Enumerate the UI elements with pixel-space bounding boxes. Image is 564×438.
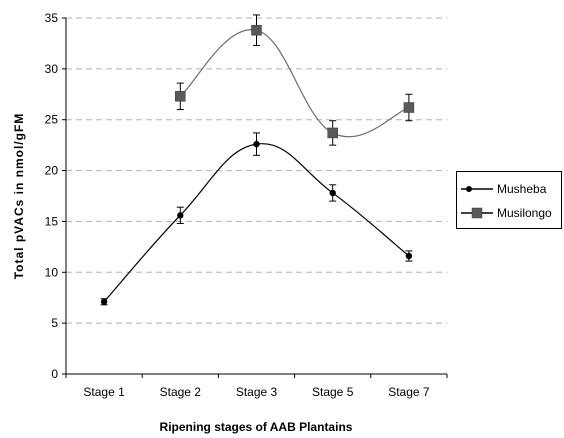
x-tick-label: Stage 5 <box>312 385 354 399</box>
data-point-musheba <box>405 252 413 260</box>
x-tick-label: Stage 3 <box>236 385 278 399</box>
legend-label-musilongo: Musilongo <box>497 206 552 220</box>
series-line-musilongo <box>179 29 410 138</box>
y-axis-label: Total pVACs in nmol/gFM <box>12 113 26 280</box>
x-tick-label: Stage 7 <box>388 385 430 399</box>
series-line-musheba <box>103 143 410 303</box>
series-musheba <box>100 132 413 306</box>
data-point-musheba <box>177 212 184 219</box>
series-layer <box>100 14 415 306</box>
data-point-musheba <box>100 298 108 305</box>
axes <box>65 18 447 375</box>
legend-swatch-musheba <box>461 186 493 192</box>
y-tick-label: 35 <box>45 11 59 25</box>
y-tick-label: 5 <box>51 316 58 330</box>
legend-item-musilongo: Musilongo <box>457 205 561 221</box>
legend-item-musheba: Musheba <box>457 181 561 197</box>
y-tick-label: 10 <box>45 265 59 279</box>
y-ticks: 0 5 10 15 20 25 30 35 <box>45 11 66 381</box>
legend-label-musheba: Musheba <box>497 182 547 196</box>
x-ticks: Stage 1 Stage 2 Stage 3 Stage 5 Stage 7 <box>65 374 448 399</box>
legend: Musheba Musilongo <box>456 171 562 229</box>
data-point-musilongo <box>251 24 262 36</box>
data-point-musheba <box>253 140 260 148</box>
series-musilongo <box>175 14 415 146</box>
x-tick-label: Stage 1 <box>83 385 125 399</box>
x-tick-label: Stage 2 <box>160 385 202 399</box>
y-tick-label: 20 <box>45 164 59 178</box>
y-tick-label: 0 <box>51 367 58 381</box>
x-axis-label: Ripening stages of AAB Plantains <box>160 420 353 434</box>
y-tick-label: 25 <box>45 113 59 127</box>
data-point-musheba <box>329 189 336 197</box>
gridlines <box>66 17 447 324</box>
y-tick-label: 30 <box>45 62 59 76</box>
data-point-musilongo <box>403 102 415 113</box>
y-tick-label: 15 <box>45 214 59 228</box>
data-point-musilongo <box>175 91 186 102</box>
legend-swatch-musilongo <box>461 207 493 219</box>
data-point-musilongo <box>327 127 338 139</box>
